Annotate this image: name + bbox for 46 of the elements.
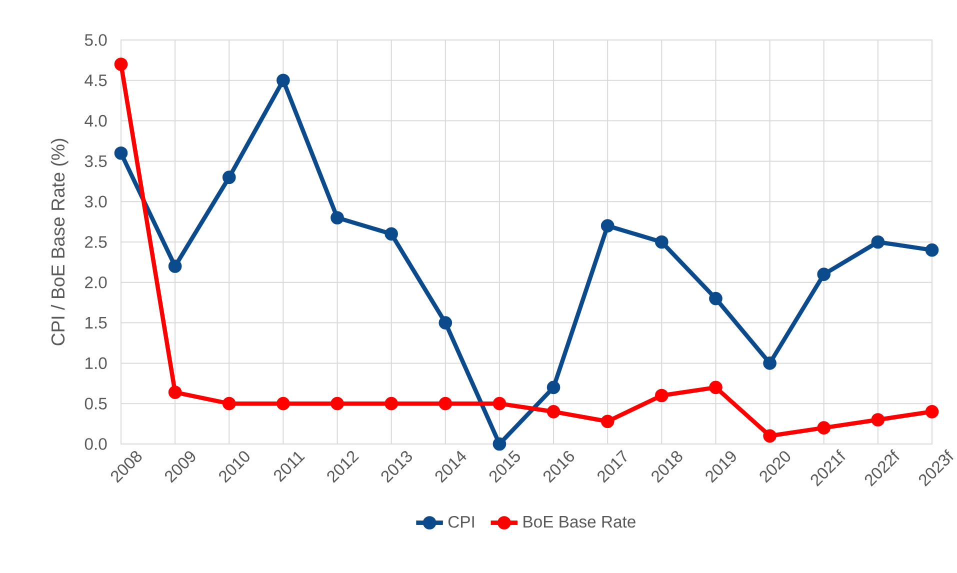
y-tick-label: 4.5 bbox=[84, 74, 107, 86]
legend-label: CPI bbox=[448, 516, 474, 528]
y-tick-label: 2.5 bbox=[85, 236, 107, 248]
point bbox=[925, 243, 939, 257]
point bbox=[384, 396, 398, 410]
point bbox=[330, 211, 344, 224]
y-tick-label: 1.0 bbox=[86, 357, 107, 370]
y-tick-label: 1.5 bbox=[86, 316, 107, 329]
y-tick-label: 0.0 bbox=[84, 438, 107, 450]
point bbox=[114, 146, 128, 160]
y-tick-label: 2.0 bbox=[85, 276, 107, 288]
y-tick-label: 5.0 bbox=[84, 34, 107, 46]
point bbox=[438, 316, 452, 330]
point bbox=[168, 260, 182, 273]
point bbox=[114, 58, 128, 71]
point bbox=[655, 388, 668, 402]
point bbox=[384, 227, 398, 241]
point bbox=[600, 414, 614, 428]
point bbox=[276, 74, 290, 88]
point bbox=[276, 396, 290, 410]
point bbox=[871, 413, 885, 426]
point bbox=[817, 268, 831, 281]
point bbox=[546, 380, 560, 394]
y-tick-label: 3.5 bbox=[84, 155, 107, 168]
y-tick-label: 0.5 bbox=[84, 398, 107, 410]
point bbox=[222, 170, 236, 184]
y-axis-title: CPI / BoE Base Rate (%) bbox=[50, 138, 68, 346]
point bbox=[168, 386, 182, 399]
point bbox=[546, 405, 560, 418]
point bbox=[817, 421, 831, 434]
point bbox=[709, 380, 722, 394]
point bbox=[763, 429, 776, 443]
point bbox=[763, 356, 776, 370]
point bbox=[709, 292, 722, 306]
point bbox=[655, 235, 668, 249]
point bbox=[871, 235, 885, 249]
point bbox=[492, 437, 506, 451]
point bbox=[492, 396, 506, 410]
point bbox=[438, 396, 452, 410]
point bbox=[925, 405, 939, 418]
legend-label: BoE Base Rate bbox=[524, 516, 636, 528]
y-tick-label: 3.0 bbox=[84, 196, 107, 208]
point bbox=[600, 219, 614, 232]
y-tick-label: 4.0 bbox=[84, 114, 107, 127]
point bbox=[330, 396, 344, 410]
point bbox=[222, 396, 236, 410]
